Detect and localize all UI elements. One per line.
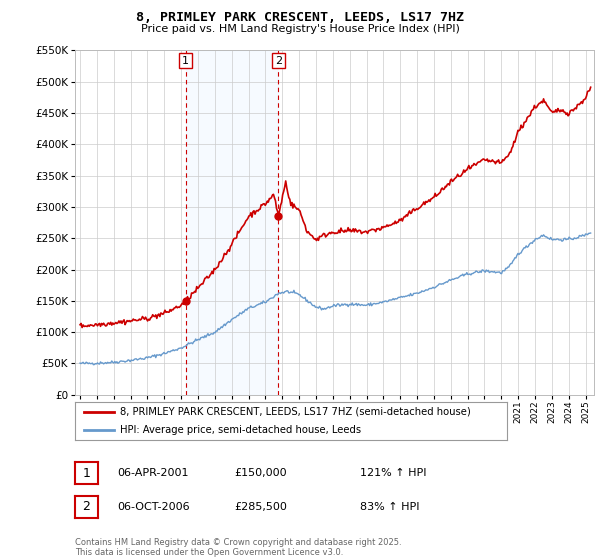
Text: 1: 1 [82,466,91,480]
Text: £150,000: £150,000 [234,468,287,478]
Text: 121% ↑ HPI: 121% ↑ HPI [360,468,427,478]
Text: 8, PRIMLEY PARK CRESCENT, LEEDS, LS17 7HZ: 8, PRIMLEY PARK CRESCENT, LEEDS, LS17 7H… [136,11,464,24]
Text: 8, PRIMLEY PARK CRESCENT, LEEDS, LS17 7HZ (semi-detached house): 8, PRIMLEY PARK CRESCENT, LEEDS, LS17 7H… [121,407,471,417]
Text: HPI: Average price, semi-detached house, Leeds: HPI: Average price, semi-detached house,… [121,425,361,435]
Text: 2: 2 [275,55,282,66]
Text: 2: 2 [82,500,91,514]
Text: 06-OCT-2006: 06-OCT-2006 [117,502,190,512]
Text: Price paid vs. HM Land Registry's House Price Index (HPI): Price paid vs. HM Land Registry's House … [140,24,460,34]
Text: 06-APR-2001: 06-APR-2001 [117,468,188,478]
Text: 83% ↑ HPI: 83% ↑ HPI [360,502,419,512]
Text: £285,500: £285,500 [234,502,287,512]
Text: Contains HM Land Registry data © Crown copyright and database right 2025.
This d: Contains HM Land Registry data © Crown c… [75,538,401,557]
Text: 1: 1 [182,55,189,66]
Bar [186,50,278,395]
